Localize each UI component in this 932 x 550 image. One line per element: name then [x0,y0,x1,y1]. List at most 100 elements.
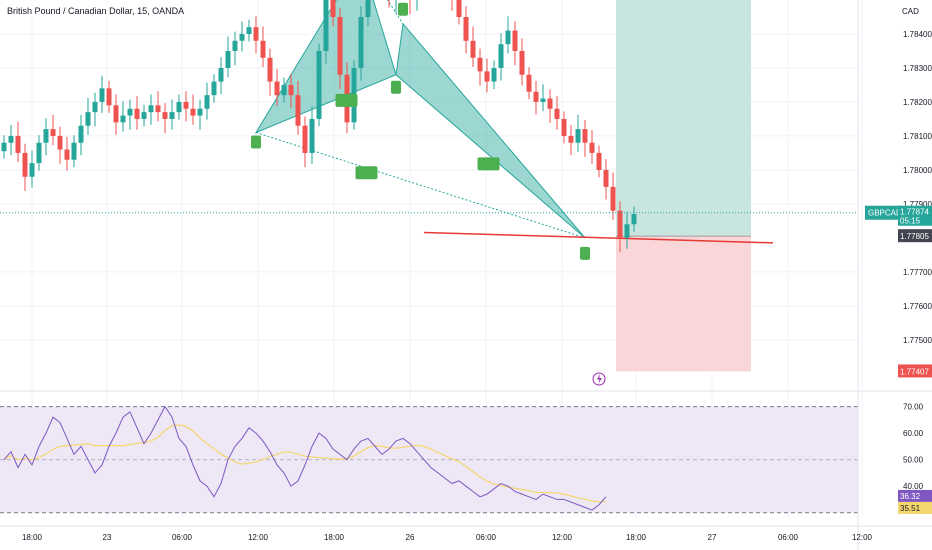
last-price-tag: 1.77874 [900,208,929,217]
candle-body [8,135,14,143]
entry-price-tag: 1.77805 [900,232,929,241]
rsi-value-tag: 36.32 [900,492,921,501]
countdown-tag: 05:15 [900,217,921,226]
pattern-ac-line [386,0,404,25]
candle-body [71,142,77,160]
pattern-marker [391,80,401,94]
candle-body [554,108,560,119]
candle-body [456,0,462,17]
candle-body [519,50,525,75]
profit-zone [616,0,751,237]
time-tick-label: 27 [708,533,717,542]
time-tick-label: 18:00 [626,533,647,542]
candle-body [239,33,245,41]
price-tick-label: 1.78400 [903,30,932,39]
time-tick-label: 06:00 [476,533,497,542]
price-tag-bg [898,205,932,226]
candle-body [526,74,532,92]
pattern-marker [251,135,261,149]
pattern-marker [580,246,590,260]
candle-body [106,88,112,106]
candle-body [253,27,259,41]
candle-body [491,67,497,82]
pattern-markers [251,2,606,386]
candle-body [330,0,336,17]
entry-tag-bg [898,229,932,243]
candle-body [127,108,133,116]
stop-tag-bg [898,364,932,378]
candle-body [155,105,161,113]
candle-body [162,112,168,119]
rsi-ma-value-tag: 35.51 [900,504,921,513]
candle-body [295,95,301,126]
candle-body [477,57,483,72]
candle-body [512,30,518,51]
candle-body [365,0,371,17]
time-tick-label: 12:00 [248,533,269,542]
candle-body [624,224,630,238]
currency-label: CAD [902,7,919,16]
candle-body [50,129,56,136]
price-tick-label: 1.78100 [903,132,932,141]
candle-body [197,108,203,116]
candle-body [232,40,238,51]
candle-body [484,71,490,82]
rsi-tick-label: 40.00 [903,482,924,491]
price-tick-label: 1.77900 [903,200,932,209]
candle-body [57,135,63,150]
pattern-triangle-bcd [395,22,586,239]
candle-body [603,169,609,187]
candle-body [1,142,7,152]
candle-body [15,135,21,153]
candle-body [316,50,322,119]
time-tick-label: 18:00 [324,533,345,542]
candle-body [218,67,224,82]
candle-body [631,214,637,225]
candle-body [211,81,217,96]
pattern-marker [398,2,408,16]
candle-body [323,0,329,51]
candle-body [617,210,623,238]
candle-body [36,142,42,164]
candle-body [281,84,287,96]
price-tick-label: 1.77500 [903,336,932,345]
price-tick-label: 1.77600 [903,302,932,311]
loss-zone [616,236,751,372]
candle-body [568,135,574,143]
candle-body [225,50,231,68]
long-position-tool[interactable] [616,0,751,372]
candle-body [498,44,504,68]
candle-body [141,112,147,119]
candle-body [533,91,539,102]
candle-body [309,118,315,153]
candle-body [463,16,469,41]
time-tick-label: 26 [406,533,415,542]
symbol-tag-bg [865,205,902,220]
candle-body [22,152,28,177]
price-tick-label: 1.78000 [903,166,932,175]
candle-body [99,88,105,102]
candle-body [540,98,546,102]
candle-body [120,115,126,123]
candle-body [246,27,252,34]
price-tick-label: 1.78300 [903,64,932,73]
rsi-ma-tag-bg [898,501,932,514]
candle-body [547,98,553,109]
stop-price-tag: 1.77407 [900,367,929,376]
candle-body [134,108,140,119]
rsi-tick-label: 70.00 [903,403,924,412]
price-tick-label: 1.77700 [903,268,932,277]
candle-body [190,108,196,116]
price-tick-label: 1.78200 [903,98,932,107]
candle-body [92,101,98,113]
candle-body [589,142,595,153]
candle-body [43,129,49,143]
candle-body [267,57,273,82]
alert-bolt [597,374,602,384]
candle-body [302,125,308,153]
time-tick-label: 12:00 [852,533,873,542]
candle-body [204,95,210,109]
